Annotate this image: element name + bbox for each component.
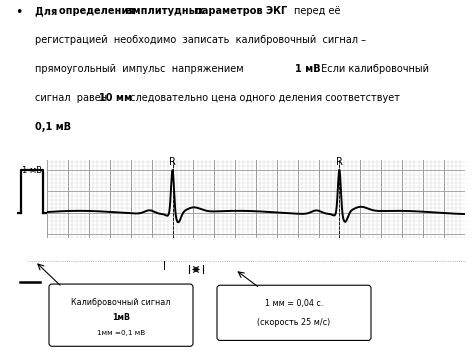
- Text: 10 мм: 10 мм: [99, 93, 132, 103]
- Text: 0,1 мВ: 0,1 мВ: [35, 122, 71, 132]
- Text: Для: Для: [35, 6, 60, 16]
- Text: 1 мм = 0,04 с.: 1 мм = 0,04 с.: [265, 300, 323, 308]
- Text: 1 мВ: 1 мВ: [22, 166, 42, 175]
- Text: (скорость 25 м/с): (скорость 25 м/с): [257, 318, 331, 327]
- Text: амплитудных: амплитудных: [127, 6, 208, 16]
- Text: R: R: [336, 157, 343, 167]
- Text: определения: определения: [59, 6, 137, 16]
- Text: прямоугольный  импульс  напряжением: прямоугольный импульс напряжением: [35, 64, 249, 74]
- Text: . Если калибровочный: . Если калибровочный: [315, 64, 429, 74]
- FancyBboxPatch shape: [49, 284, 193, 346]
- Text: Калибровочный сигнал: Калибровочный сигнал: [71, 298, 171, 307]
- Text: ЭКГ: ЭКГ: [265, 6, 290, 16]
- Text: 1 мВ: 1 мВ: [295, 64, 320, 74]
- FancyBboxPatch shape: [217, 285, 371, 340]
- Text: •: •: [15, 6, 22, 20]
- Text: 1мм =0,1 мВ: 1мм =0,1 мВ: [97, 330, 145, 336]
- Text: 1мВ: 1мВ: [112, 313, 130, 322]
- Text: параметров: параметров: [195, 6, 266, 16]
- Text: регистрацией  необходимо  записать  калибровочный  сигнал –: регистрацией необходимо записать калибро…: [35, 36, 365, 45]
- Text: R: R: [169, 157, 176, 167]
- Text: сигнал  равен: сигнал равен: [35, 93, 110, 103]
- Text: .: .: [63, 122, 66, 132]
- Text: перед её: перед её: [294, 6, 340, 16]
- Text: следовательно цена одного деления соответствует: следовательно цена одного деления соотве…: [127, 93, 400, 103]
